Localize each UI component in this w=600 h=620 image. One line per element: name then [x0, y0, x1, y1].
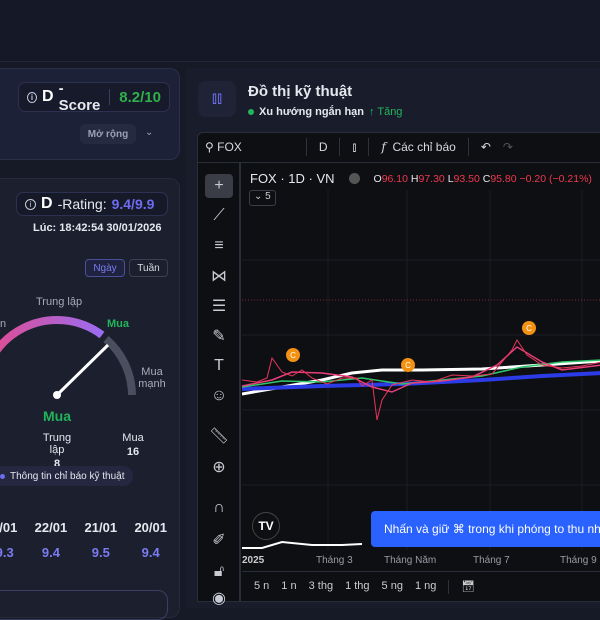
zoom-in-icon[interactable]: ⊕: [212, 459, 226, 476]
undo-icon[interactable]: ↶: [480, 140, 491, 154]
indicators-button[interactable]: f Các chỉ báo: [381, 140, 456, 154]
text-icon[interactable]: T: [214, 357, 224, 374]
range-1m[interactable]: 1 thg: [345, 580, 370, 592]
volume-ma: [242, 540, 363, 549]
ruler-icon[interactable]: 📏︎: [208, 428, 230, 445]
search-icon: ⚲: [205, 140, 214, 154]
dscore-label: -Score: [58, 80, 101, 114]
lock-drawing-icon[interactable]: ✐: [212, 532, 226, 549]
chart-legend: FOX · 1D · VN O96.10 H97.30 L93.50 C95.8…: [250, 171, 592, 186]
ma-blue: [242, 371, 600, 391]
drating-value: 9.4/9.9: [111, 196, 155, 212]
event-markers: C C C: [286, 321, 536, 372]
symbol-search[interactable]: ⚲ FOX: [205, 140, 242, 154]
chart-type-icon[interactable]: ⫾: [352, 139, 357, 154]
range-selector: 5 n 1 n 3 thg 1 thg 5 ng 1 ng 📅︎: [254, 580, 475, 594]
fib-icon[interactable]: ☰: [211, 298, 227, 315]
count-label: Trung lập: [42, 432, 72, 456]
emoji-icon[interactable]: ☺: [210, 387, 228, 404]
history-item: 22/01 9.4: [34, 520, 68, 560]
count-value: 16: [126, 446, 140, 458]
gauge-label-buy: Mua: [107, 318, 129, 330]
time-label: Lúc:: [33, 222, 57, 234]
drating-card: [0, 178, 180, 618]
dscore-value: 8.2/10: [119, 88, 161, 106]
tab-day[interactable]: Ngày: [85, 259, 125, 277]
tradingview-logo[interactable]: TV: [252, 512, 280, 540]
candlestick-chart-icon: ⫾⫾: [198, 81, 236, 117]
range-5y[interactable]: 5 n: [254, 580, 270, 592]
event-marker: C: [290, 351, 296, 360]
bottom-button[interactable]: [0, 590, 168, 620]
range-1y[interactable]: 1 n: [281, 580, 297, 592]
tab-week[interactable]: Tuần: [129, 259, 168, 277]
drating-label: -Rating:: [57, 196, 107, 212]
gauge-result: Mua: [43, 408, 71, 424]
fx-icon: f: [381, 140, 386, 154]
d-logo-icon: D: [41, 195, 53, 212]
redo-icon[interactable]: ↷: [502, 140, 513, 154]
chevron-down-icon[interactable]: ⌄: [145, 127, 154, 138]
hide-legend-icon[interactable]: [348, 173, 360, 184]
zoom-hint-toast: Nhấn và giữ ⌘ trong khi phóng to thu nhỏ…: [371, 511, 600, 547]
eye-icon[interactable]: ◉: [212, 590, 226, 607]
ma-pink: [242, 346, 600, 393]
gauge-needle: [55, 343, 110, 397]
range-1d[interactable]: 1 ng: [414, 580, 437, 592]
interval-button[interactable]: D: [318, 140, 328, 154]
top-bar: [0, 0, 600, 62]
info-chip-label: Thông tin chỉ báo kỹ thuật: [10, 470, 125, 482]
crosshair-icon[interactable]: +: [205, 174, 233, 198]
rating-gauge: [0, 316, 136, 399]
info-icon[interactable]: i: [27, 91, 38, 103]
history-item: 20/01 9.4: [134, 520, 167, 560]
panel-title: Đồ thị kỹ thuật: [248, 83, 353, 100]
event-marker: C: [526, 324, 532, 333]
rating-time: 18:42:54 30/01/2026: [59, 222, 162, 234]
dscore-badge[interactable]: i D -Score 8.2/10: [18, 80, 170, 114]
unlock-icon[interactable]: 🔓︎: [213, 563, 225, 580]
trend-label: Xu hướng ngắn hạn: [259, 106, 364, 118]
price-plot: C C C: [242, 190, 600, 550]
goto-date-icon[interactable]: 📅︎: [461, 581, 476, 593]
count-value: 8: [53, 458, 61, 470]
gauge-label-strong-buy: Mua mạnh: [138, 366, 166, 390]
indicators-collapse-button[interactable]: ⌄ 5: [249, 190, 276, 206]
gauge-label-sell: n: [0, 318, 7, 330]
magnet-icon[interactable]: ∩: [213, 499, 225, 516]
info-icon[interactable]: i: [25, 198, 36, 210]
trend-line-icon[interactable]: ⟋: [213, 207, 225, 224]
pattern-icon[interactable]: ⋈: [211, 268, 227, 285]
rating-history: 3/019.3 22/019.4 21/019.5 20/019.4: [0, 520, 167, 560]
brush-icon[interactable]: ✎: [212, 328, 226, 345]
range-5d[interactable]: 5 ng: [381, 580, 403, 592]
range-3m[interactable]: 3 thg: [308, 580, 334, 592]
count-label: Mua: [122, 432, 144, 444]
expand-button[interactable]: Mở rộng: [80, 124, 136, 144]
horizontal-lines-icon[interactable]: ≡: [214, 237, 224, 254]
history-item: 3/019.3: [0, 520, 18, 560]
d-logo-icon: D: [42, 88, 54, 105]
trend-value: ↑ Tăng: [369, 106, 403, 118]
history-item: 21/01 9.5: [84, 520, 118, 560]
gauge-label-neutral: Trung lập: [36, 296, 83, 308]
event-marker: C: [405, 361, 411, 370]
price-series: [242, 339, 600, 421]
drating-badge[interactable]: i D -Rating: 9.4/9.9: [16, 192, 168, 216]
indicator-info-chip[interactable]: Thông tin chỉ báo kỹ thuật: [0, 466, 133, 486]
